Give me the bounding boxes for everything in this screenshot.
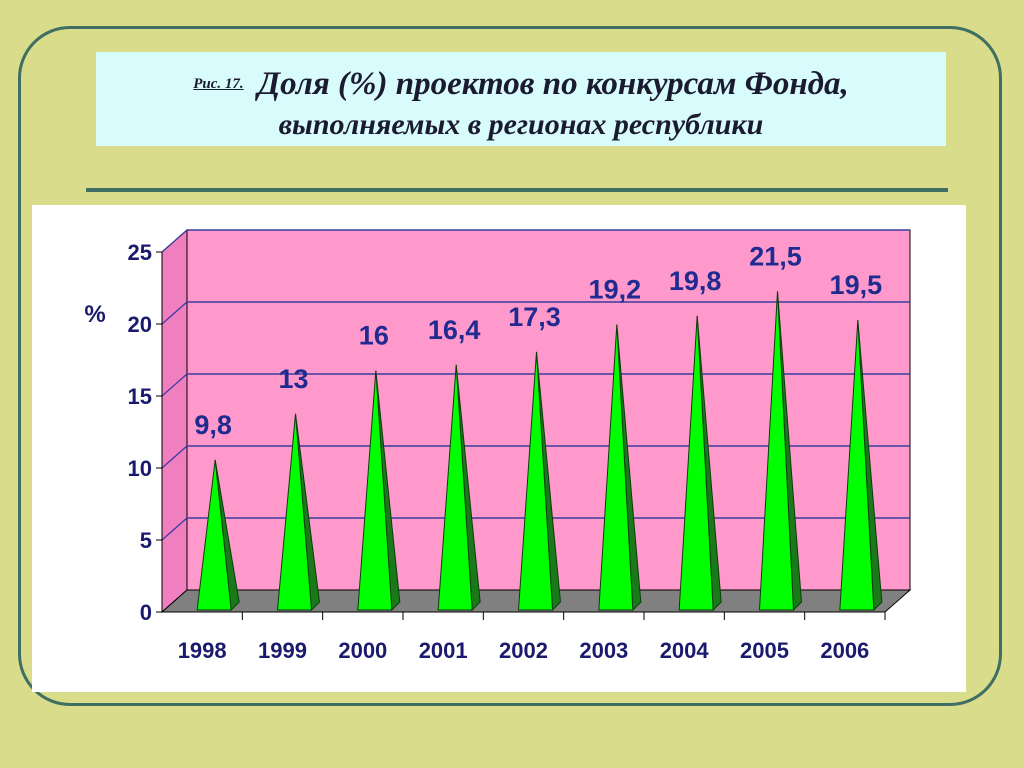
cone-bar <box>839 320 883 612</box>
cone-bar <box>437 364 481 612</box>
cone-face <box>678 315 714 611</box>
data-label: 17,3 <box>508 302 561 332</box>
cone-face <box>276 413 313 611</box>
cone-bar <box>678 315 722 612</box>
cone-face <box>517 351 554 611</box>
cone-bar <box>758 291 803 612</box>
chart-cones <box>196 291 883 612</box>
data-label: 13 <box>278 364 308 394</box>
title-line-1: Рис. 17. Доля (%) проектов по конкурсам Ф… <box>96 66 946 103</box>
cone-bar <box>276 413 321 612</box>
figure-label: Рис. 17. <box>193 76 244 92</box>
cone-bar <box>598 324 642 612</box>
y-tick-label: 10 <box>128 456 152 481</box>
x-tick-label: 2002 <box>499 638 548 663</box>
x-tick-label: 2004 <box>660 638 710 663</box>
title-box: Рис. 17. Доля (%) проектов по конкурсам Ф… <box>96 52 946 146</box>
y-tick-label: 20 <box>128 312 152 337</box>
gridline-side <box>161 445 188 469</box>
cone-face <box>437 364 473 611</box>
cone-bar <box>517 351 562 612</box>
x-tick-label: 2000 <box>338 638 387 663</box>
data-label: 16 <box>359 321 389 351</box>
cone-face <box>357 370 393 611</box>
title-line-2: выполняемых в регионах республики <box>278 108 764 141</box>
x-tick-label: 2001 <box>419 638 468 663</box>
cone-face <box>196 459 232 611</box>
data-label: 19,2 <box>589 275 642 305</box>
side-wall <box>161 228 188 614</box>
gridline-side <box>161 301 188 325</box>
title-text-1: Доля (%) проектов по конкурсам Фонда, <box>257 66 849 102</box>
y-axis-label: % <box>84 301 105 328</box>
data-label: 21,5 <box>749 241 802 271</box>
x-tick-label: 2005 <box>740 638 789 663</box>
chart-data-labels: 9,8 13 16 16,4 17,3 19,2 19,8 21,5 19,5 <box>194 241 882 439</box>
data-label: 9,8 <box>194 410 232 440</box>
cone-bar <box>357 370 401 612</box>
y-tick-label: 0 <box>140 600 152 625</box>
chart-axes: 0 5 10 15 20 25 1998 1999 2000 2001 2002 2003 2004 20… <box>128 240 886 663</box>
y-tick-label: 5 <box>140 528 152 553</box>
x-tick-label: 1998 <box>178 638 227 663</box>
cone-face <box>758 291 795 611</box>
data-label: 19,8 <box>669 266 722 296</box>
divider-rule <box>86 188 948 192</box>
slide-frame <box>18 26 1002 706</box>
y-tick-label: 25 <box>128 240 152 265</box>
data-label: 16,4 <box>428 315 481 345</box>
x-tick-label: 1999 <box>258 638 307 663</box>
data-label: 19,5 <box>830 270 883 300</box>
cone-bar <box>196 459 240 612</box>
gridline-side <box>161 229 188 253</box>
y-tick-label: 15 <box>128 384 152 409</box>
cone-face <box>839 320 875 611</box>
gridline-side <box>161 517 188 541</box>
cone-face <box>598 324 634 611</box>
x-tick-label: 2003 <box>579 638 628 663</box>
gridline-side <box>161 373 188 397</box>
x-tick-label: 2006 <box>820 638 869 663</box>
